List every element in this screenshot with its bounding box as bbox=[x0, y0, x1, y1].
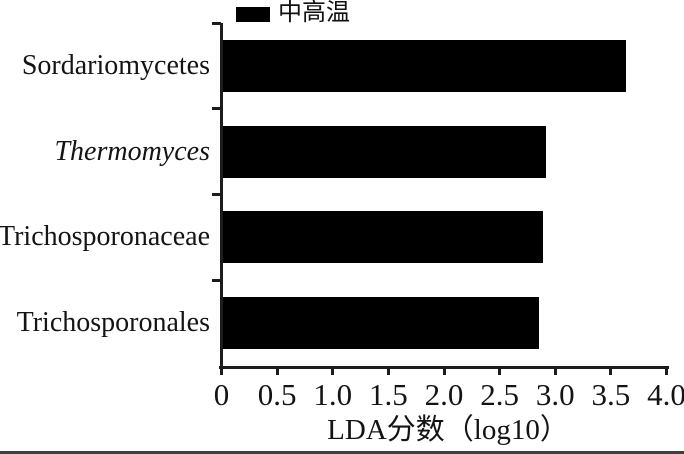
x-axis-tick bbox=[331, 367, 335, 375]
legend-label: 中高温 bbox=[278, 0, 350, 26]
x-axis-tick-label: 1.0 bbox=[313, 377, 353, 412]
x-axis-tick-label: 1.5 bbox=[369, 377, 408, 412]
category-label-trichosporonales: Trichosporonales bbox=[16, 307, 210, 339]
x-axis-tick bbox=[665, 367, 668, 375]
bar-sordariomycetes bbox=[223, 39, 626, 92]
x-axis-tick bbox=[386, 367, 390, 375]
y-axis-tick bbox=[212, 193, 221, 196]
bar-thermomyces bbox=[223, 125, 546, 178]
figure-bottom-rule bbox=[0, 451, 684, 454]
x-axis-tick bbox=[220, 367, 223, 375]
category-label-sordariomycetes: Sordariomycetes bbox=[21, 49, 210, 81]
bar-trichosporonales bbox=[223, 297, 539, 350]
x-axis-tick-label: 2.0 bbox=[424, 377, 464, 412]
category-label-thermomyces: Thermomyces bbox=[54, 135, 210, 167]
x-axis-tick-label: 2.5 bbox=[480, 377, 519, 412]
x-axis-tick bbox=[275, 367, 279, 375]
bar-trichosporonaceae bbox=[223, 211, 544, 264]
legend: 中高温 bbox=[236, 0, 350, 26]
x-axis-tick bbox=[609, 367, 613, 375]
category-label-trichosporonaceae: Trichosporonaceae bbox=[0, 221, 210, 253]
y-axis-tick bbox=[212, 21, 221, 25]
y-axis-line bbox=[220, 23, 223, 369]
y-axis-tick bbox=[212, 107, 221, 111]
x-axis-tick-label: 3.0 bbox=[535, 377, 575, 412]
x-axis-title: LDA分数（log10） bbox=[327, 414, 569, 446]
x-axis-tick-label: 0.5 bbox=[257, 377, 297, 412]
x-axis-tick bbox=[442, 367, 446, 375]
x-axis-tick-label: 3.5 bbox=[591, 377, 631, 412]
y-axis-tick bbox=[212, 278, 221, 282]
x-axis-tick-label: 0 bbox=[213, 377, 230, 412]
legend-swatch bbox=[236, 7, 270, 22]
x-axis-tick-label: 4.0 bbox=[647, 377, 684, 412]
x-axis-tick bbox=[553, 367, 557, 375]
x-axis-tick bbox=[498, 367, 502, 375]
